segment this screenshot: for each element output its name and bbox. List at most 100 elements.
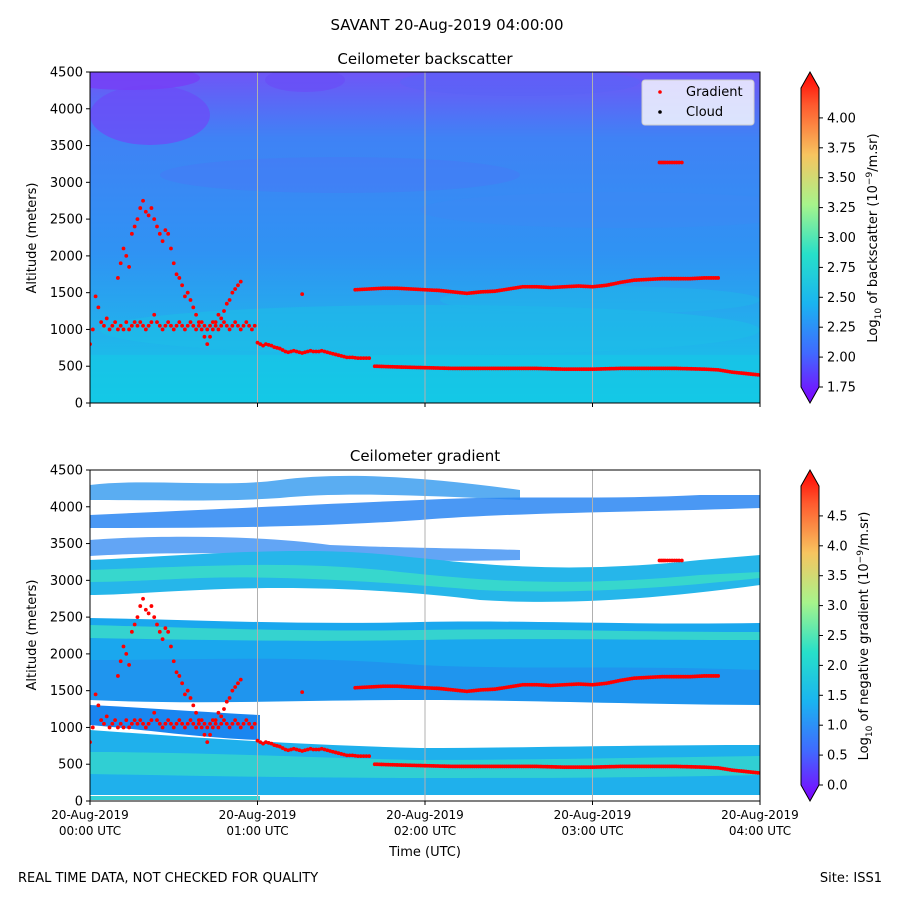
- gradient-point: [166, 320, 171, 324]
- colorbar-tick-label: 3.75: [827, 141, 856, 156]
- gradient-point: [679, 558, 684, 563]
- gradient-point: [163, 721, 168, 726]
- gradient-point: [146, 721, 151, 726]
- gradient-point: [255, 738, 260, 743]
- gradient-point: [233, 287, 238, 291]
- gradient-point: [99, 320, 104, 324]
- y-tick-label: 0: [75, 397, 83, 412]
- gradient-point: [174, 721, 179, 726]
- gradient-point: [152, 217, 157, 222]
- colorbar-tick-label: 2.0: [827, 659, 848, 674]
- gradient-point: [116, 725, 120, 730]
- gradient-point: [138, 604, 143, 608]
- gradient-point: [367, 754, 372, 759]
- gradient-point: [118, 261, 123, 266]
- gradient-point: [314, 747, 319, 752]
- gradient-point: [185, 323, 190, 328]
- gradient-point: [208, 323, 212, 328]
- gradient-point: [213, 323, 218, 328]
- gradient-point: [191, 721, 196, 726]
- footer-disclaimer: REAL TIME DATA, NOT CHECKED FOR QUALITY: [18, 871, 318, 886]
- gradient-point: [124, 651, 129, 656]
- gradient-point: [247, 721, 252, 726]
- gradient-point: [166, 718, 171, 722]
- gradient-point: [180, 721, 185, 726]
- gradient-colorbar-label: Log10 of negative gradient (10−9/m.sr): [856, 512, 875, 761]
- gradient-point: [160, 637, 165, 642]
- gradient-point: [224, 301, 229, 306]
- gradient-point: [166, 629, 171, 634]
- gradient-point: [300, 690, 305, 695]
- backscatter-xgrid: [257, 72, 593, 403]
- gradient-point: [113, 718, 118, 722]
- gradient-point: [174, 670, 179, 675]
- y-tick-label: 2500: [50, 213, 83, 228]
- gradient-point: [152, 312, 157, 317]
- gradient-point: [104, 316, 109, 321]
- backscatter-xticks: [89, 403, 761, 407]
- gradient-point: [118, 659, 123, 664]
- backscatter-yticks: 0 500 1000 1500 2000 2500 3000 3500 4000 4500: [50, 66, 90, 412]
- gradient-point: [135, 615, 140, 620]
- gradient-point: [227, 725, 232, 730]
- gradient-point: [224, 699, 229, 704]
- colorbar-tick-label: 3.0: [827, 599, 848, 614]
- gradient-point: [102, 721, 106, 726]
- gradient-point: [149, 206, 154, 210]
- gradient-point: [227, 327, 232, 332]
- gradient-point: [191, 323, 196, 328]
- gradient-point: [183, 725, 187, 730]
- gradient-point: [99, 718, 104, 722]
- gradient-point: [132, 622, 137, 627]
- gradient-point: [138, 718, 143, 722]
- gradient-point: [177, 674, 182, 678]
- gradient-point: [93, 692, 98, 697]
- gradient-point: [202, 334, 207, 339]
- gradient-point: [344, 753, 349, 758]
- backscatter-panel: Ceilometer backscatter 0 500 1000 1500 2000 2…: [25, 50, 884, 412]
- y-tick-label: 500: [58, 758, 83, 773]
- gradient-point: [127, 663, 131, 667]
- y-tick-label: 1000: [50, 323, 83, 338]
- gradient-panel: Ceilometer gradient 0 500 1000 1500 2000 2500…: [25, 447, 875, 860]
- colorbar-tick-label: 4.0: [827, 539, 848, 554]
- gradient-point: [238, 327, 243, 332]
- gradient-point: [183, 327, 187, 332]
- gradient-point: [177, 718, 182, 722]
- gradient-point: [347, 355, 352, 360]
- gradient-point: [199, 327, 204, 332]
- gradient-point: [116, 327, 120, 332]
- gradient-point: [163, 626, 168, 631]
- gradient-point: [146, 611, 151, 616]
- gradient-point: [356, 356, 360, 361]
- gradient-point: [344, 355, 349, 360]
- gradient-point: [222, 718, 226, 722]
- gradient-point: [169, 323, 173, 328]
- gradient-point: [194, 327, 198, 332]
- gradient-point: [230, 323, 235, 328]
- gradient-point: [238, 677, 243, 682]
- gradient-xlabel: Time (UTC): [388, 845, 461, 860]
- gradient-point: [205, 740, 210, 745]
- gradient-point: [233, 718, 238, 722]
- gradient-point: [250, 725, 254, 730]
- gradient-point: [96, 305, 101, 310]
- y-tick-label: 4500: [50, 66, 83, 81]
- y-tick-label: 2500: [50, 611, 83, 626]
- gradient-point: [121, 725, 126, 730]
- gradient-point: [280, 746, 285, 750]
- gradient-point: [118, 323, 123, 328]
- colorbar-tick-label: 2.5: [827, 629, 848, 644]
- gradient-point: [171, 659, 176, 664]
- x-tick-label-date: 20-Aug-2019: [554, 808, 632, 822]
- gradient-point: [138, 206, 143, 210]
- gradient-point: [677, 160, 681, 165]
- gradient-point: [177, 276, 182, 280]
- gradient-point: [350, 753, 355, 758]
- gradient-point: [116, 276, 120, 280]
- colorbar-tick-label: 2.50: [827, 291, 856, 306]
- gradient-point: [238, 725, 243, 730]
- gradient-point: [227, 298, 232, 302]
- gradient-point: [163, 323, 168, 328]
- colorbar-tick-label: 2.25: [827, 321, 856, 336]
